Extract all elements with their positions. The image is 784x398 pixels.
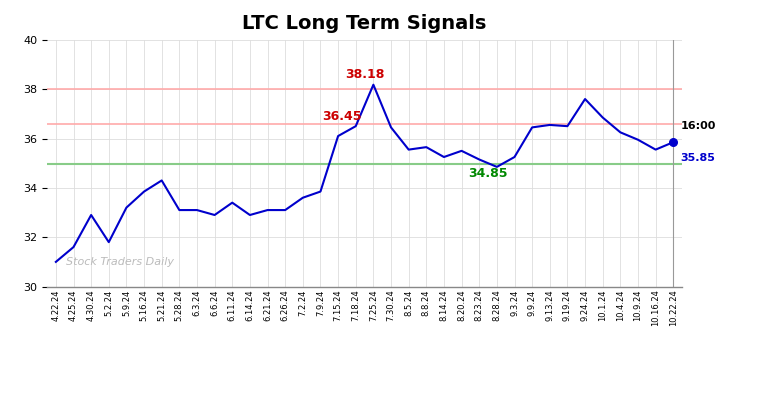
Text: 36.45: 36.45: [322, 110, 361, 123]
Text: 16:00: 16:00: [681, 121, 716, 131]
Text: 38.18: 38.18: [345, 68, 384, 81]
Title: LTC Long Term Signals: LTC Long Term Signals: [242, 14, 487, 33]
Point: [667, 139, 680, 145]
Text: 35.85: 35.85: [681, 153, 715, 163]
Text: Stock Traders Daily: Stock Traders Daily: [66, 257, 174, 267]
Text: 34.85: 34.85: [468, 167, 508, 180]
